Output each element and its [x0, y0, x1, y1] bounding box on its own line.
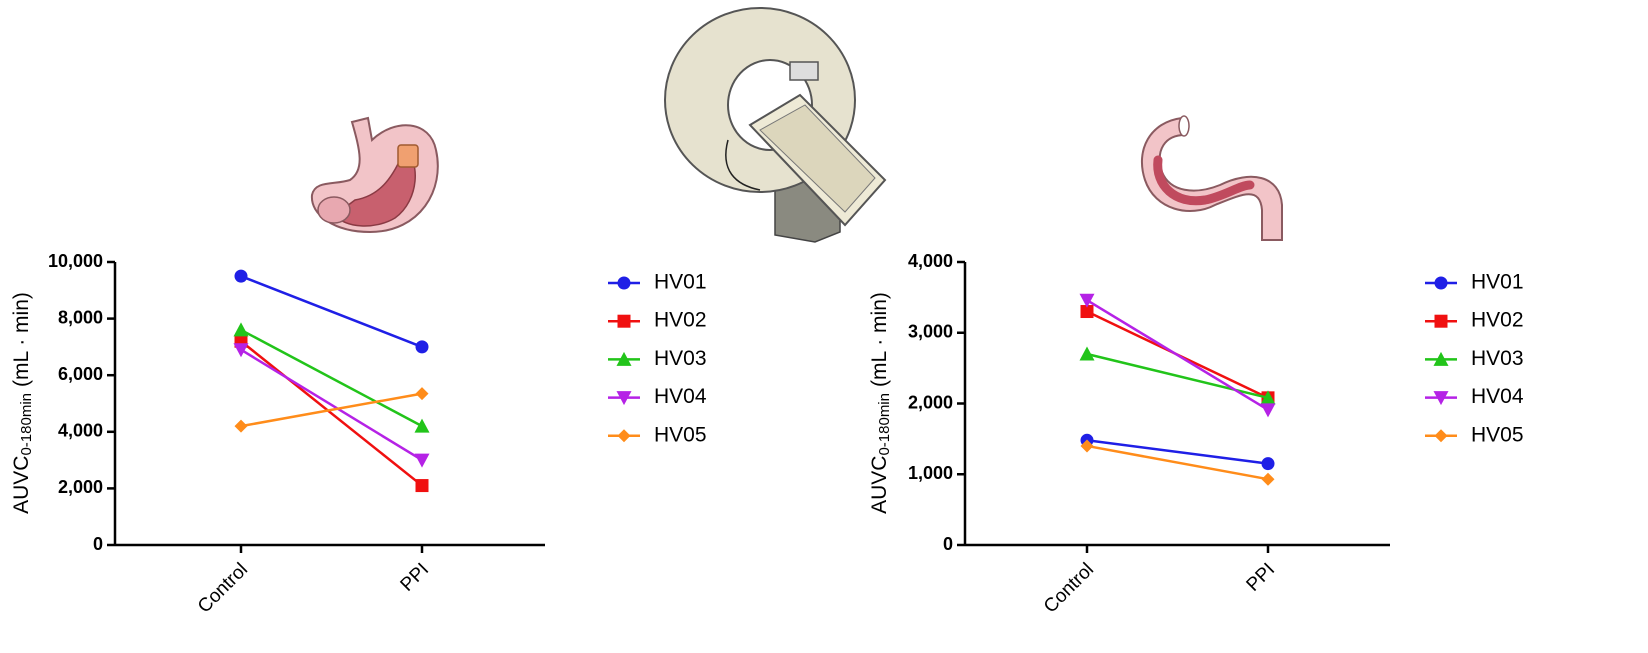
y-label-unit: (mL · min) — [868, 292, 891, 387]
y-label-subscript: 0-180min — [18, 393, 35, 456]
series-line — [1086, 439, 1269, 465]
y-tick-label: 10,000 — [48, 251, 103, 271]
point — [1260, 403, 1276, 418]
series-line — [240, 348, 423, 462]
point — [415, 387, 429, 401]
legend-label: HV02 — [654, 309, 707, 332]
legend-label: HV04 — [1471, 385, 1524, 408]
legend-marker — [1433, 351, 1449, 366]
y-tick-label: 2,000 — [908, 392, 953, 412]
y-tick-label: 6,000 — [58, 364, 103, 384]
series-line — [240, 274, 423, 349]
y-tick-label: 4,000 — [58, 421, 103, 441]
point — [233, 322, 249, 337]
point — [415, 479, 429, 493]
point — [414, 418, 430, 433]
x-tick-label: Control — [1040, 559, 1098, 617]
chart: 0 2,000 4,000 6,000 8,000 10,000 Control PPI AUV… — [10, 251, 707, 618]
y-axis-label: AUVC0-180min (mL · min) — [10, 292, 35, 514]
legend-marker — [616, 351, 632, 366]
legend-label: HV04 — [654, 385, 707, 408]
x-tick-label: PPI — [1243, 559, 1280, 596]
legend-marker — [1434, 314, 1448, 328]
mri-illustration — [664, 7, 887, 243]
legend-marker — [1434, 276, 1448, 290]
chart: 0 1,000 2,000 3,000 4,000 Control PPI AUVC0-180… — [868, 251, 1524, 618]
legend-marker — [617, 276, 631, 290]
legend-label: HV03 — [654, 347, 707, 370]
y-tick-label: 8,000 — [58, 307, 103, 327]
series-line — [1086, 299, 1269, 411]
point — [1261, 457, 1275, 471]
legend-label: HV05 — [654, 423, 707, 446]
y-label-main: AUVC — [10, 456, 33, 514]
y-tick-label: 3,000 — [908, 322, 953, 342]
point — [1260, 390, 1276, 405]
y-label-subscript: 0-180min — [876, 393, 893, 456]
legend-marker — [617, 429, 631, 443]
series-line — [240, 340, 423, 487]
legend-label: HV05 — [1471, 423, 1524, 446]
legend-label: HV02 — [1471, 309, 1524, 332]
series-line — [240, 392, 423, 428]
y-tick-label: 0 — [943, 534, 953, 554]
legend-marker — [1434, 429, 1448, 443]
legend-marker — [616, 391, 632, 406]
point — [1079, 346, 1095, 361]
y-axis-label: AUVC0-180min (mL · min) — [868, 292, 893, 514]
point — [1079, 293, 1095, 308]
intestine-illustration — [1140, 115, 1283, 241]
point — [1080, 439, 1094, 453]
y-tick-label: 1,000 — [908, 463, 953, 483]
point — [414, 453, 430, 468]
stomach-illustration — [310, 116, 439, 234]
legend-marker — [1433, 391, 1449, 406]
series-line — [1086, 352, 1269, 400]
y-label-main: AUVC — [868, 456, 891, 514]
legend-label: HV03 — [1471, 347, 1524, 370]
point — [1261, 472, 1275, 486]
y-label-unit: (mL · min) — [10, 292, 33, 387]
y-tick-label: 4,000 — [908, 251, 953, 271]
y-tick-label: 2,000 — [58, 477, 103, 497]
point — [1080, 305, 1094, 319]
legend-label: HV01 — [1471, 271, 1524, 294]
x-tick-label: Control — [194, 559, 252, 617]
series-line — [1086, 444, 1269, 481]
point — [233, 343, 249, 358]
x-tick-label: PPI — [397, 559, 434, 596]
point — [415, 340, 429, 354]
series-line — [240, 328, 423, 428]
legend-label: HV01 — [654, 271, 707, 294]
point — [234, 419, 248, 433]
point — [234, 269, 248, 283]
legend-marker — [617, 314, 631, 328]
y-tick-label: 0 — [93, 534, 103, 554]
